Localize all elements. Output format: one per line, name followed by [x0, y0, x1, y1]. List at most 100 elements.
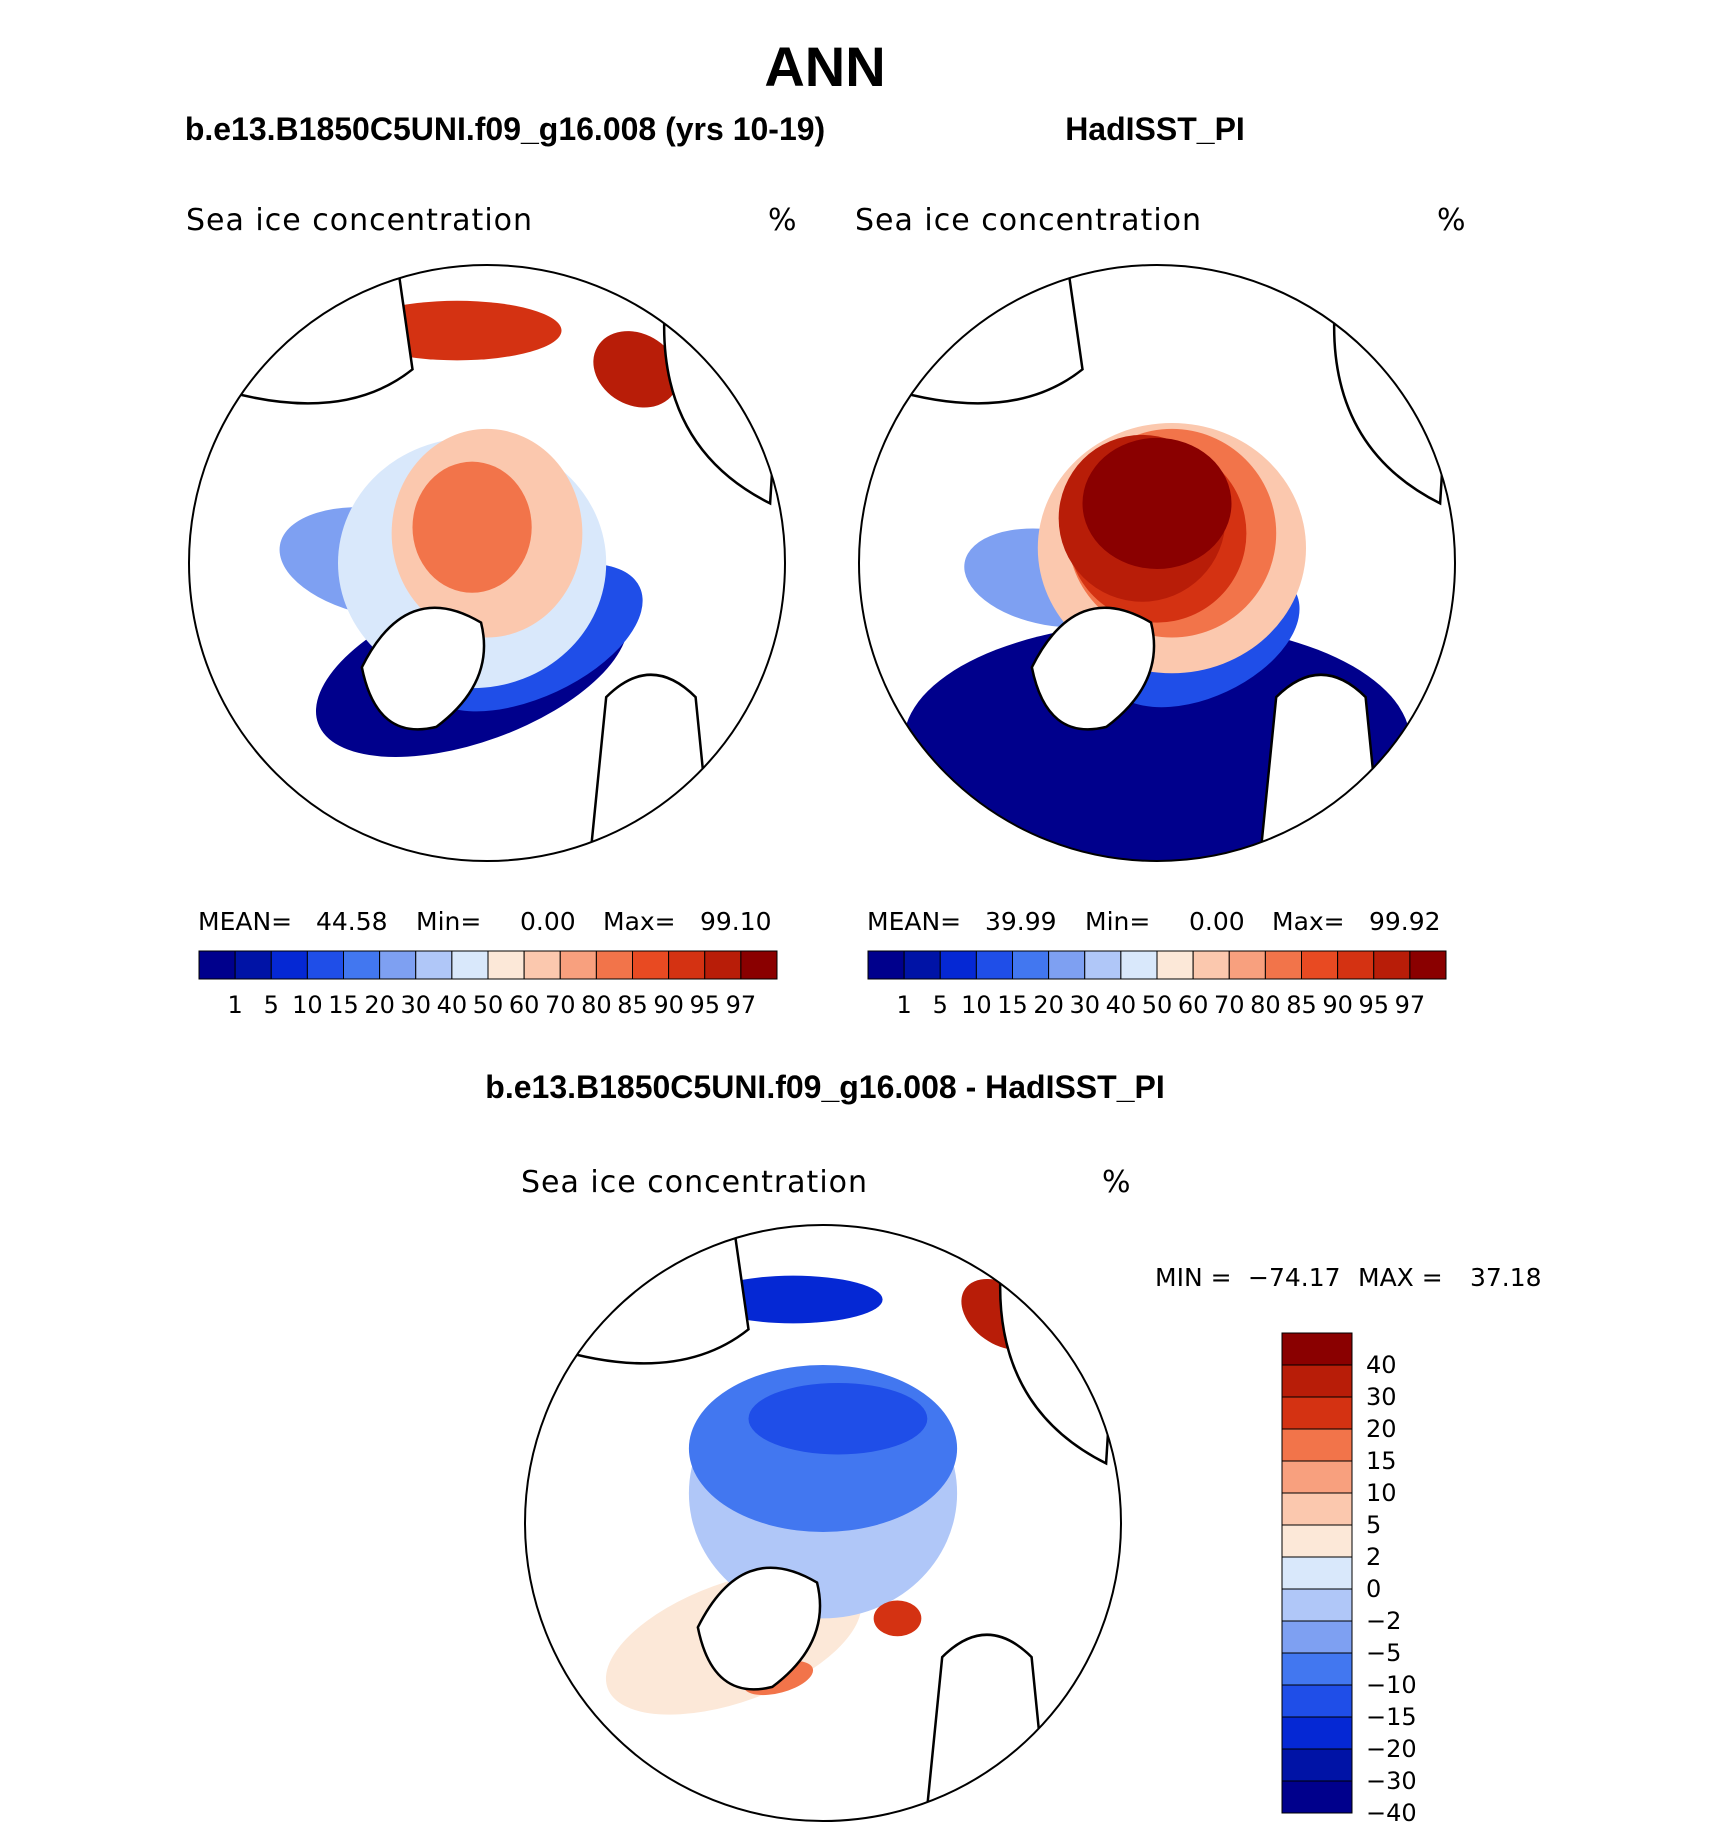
- colorbar-tick-label: 15: [1366, 1447, 1397, 1475]
- sea-ice-region: [1082, 437, 1232, 569]
- panel-model-max-label: Max=: [603, 907, 676, 936]
- panel-obs-max-value: 99.92: [1369, 907, 1441, 936]
- colorbar-swatch: [1281, 1748, 1353, 1782]
- colorbar-swatch: [668, 950, 706, 980]
- colorbar-tick-label: 80: [1250, 991, 1281, 1019]
- map-boundary: [188, 264, 786, 862]
- scandinavia-landmass: [925, 1633, 1048, 1808]
- colorbar-swatch: [1192, 950, 1230, 980]
- colorbar-swatch: [451, 950, 489, 980]
- colorbar-tick-label: 10: [292, 991, 323, 1019]
- colorbar-tick-label: −10: [1366, 1671, 1417, 1699]
- panel-diff-map: [524, 1224, 1122, 1822]
- sea-ice-region: [412, 461, 532, 593]
- panel-obs-stats: MEAN= 39.99 Min= 0.00 Max= 99.92: [867, 907, 1441, 936]
- panel-obs-mean-label: MEAN=: [867, 907, 961, 936]
- colorbar-swatch: [1281, 1460, 1353, 1494]
- colorbar-tick-label: 85: [617, 991, 648, 1019]
- panel-diff-units: %: [1102, 1165, 1132, 1200]
- colorbar-tick-label: 70: [545, 991, 576, 1019]
- colorbar-tick-label: −2: [1366, 1607, 1401, 1635]
- colorbar-swatch: [343, 950, 381, 980]
- colorbar-tick-label: 80: [581, 991, 612, 1019]
- greenland-landmass: [696, 1566, 822, 1691]
- colorbar-tick-label: 15: [997, 991, 1028, 1019]
- panel-diff-variable: Sea ice concentration: [521, 1165, 868, 1200]
- panel-model-stats: MEAN= 44.58 Min= 0.00 Max= 99.10: [198, 907, 772, 936]
- colorbar-swatch: [198, 950, 236, 980]
- colorbar-tick-label: 60: [509, 991, 540, 1019]
- figure-title: ANN: [764, 35, 885, 98]
- colorbar-tick-label: 20: [1033, 991, 1064, 1019]
- colorbar-tick-label: 70: [1214, 991, 1245, 1019]
- panel-model-max-value: 99.10: [700, 907, 772, 936]
- colorbar-tick-label: 60: [1178, 991, 1209, 1019]
- panel-obs-title: HadISST_PI: [1065, 111, 1245, 147]
- colorbar-swatch: [903, 950, 941, 980]
- colorbar-swatch: [1120, 950, 1158, 980]
- colorbar-swatch: [1281, 1588, 1353, 1622]
- panel-obs-max-label: Max=: [1272, 907, 1345, 936]
- panel-diff-title: b.e13.B1850C5UNI.f09_g16.008 - HadISST_P…: [485, 1069, 1164, 1105]
- colorbar-tick-label: 1: [896, 991, 911, 1019]
- colorbar-swatch: [740, 950, 778, 980]
- colorbar-swatch: [1281, 1524, 1353, 1558]
- colorbar-tick-label: −30: [1366, 1767, 1417, 1795]
- panel-obs-variable: Sea ice concentration: [855, 203, 1202, 238]
- colorbar-swatch: [559, 950, 597, 980]
- panel-model: b.e13.B1850C5UNI.f09_g16.008 (yrs 10-19)…: [185, 111, 825, 1019]
- panel-model-colorbar: 1 5 10 15 20 30 40 50 60 70 80 85 90 95 97: [198, 950, 778, 1019]
- colorbar-tick-label: 40: [1366, 1351, 1397, 1379]
- colorbar-tick-label: 5: [264, 991, 279, 1019]
- colorbar-swatch: [1337, 950, 1375, 980]
- colorbar-tick-label: 97: [726, 991, 757, 1019]
- panel-diff: b.e13.B1850C5UNI.f09_g16.008 - HadISST_P…: [485, 1069, 1541, 1827]
- colorbar-swatch: [1281, 1428, 1353, 1462]
- colorbar-swatch: [306, 950, 344, 980]
- colorbar-swatch: [379, 950, 417, 980]
- colorbar-tick-label: 2: [1366, 1543, 1381, 1571]
- panel-model-mean-label: MEAN=: [198, 907, 292, 936]
- scandinavia-landmass: [1259, 673, 1382, 848]
- panel-obs-map: [858, 264, 1456, 862]
- panel-diff-min-value: −74.17: [1248, 1263, 1341, 1292]
- colorbar-swatch: [1281, 1652, 1353, 1686]
- panel-model-variable: Sea ice concentration: [186, 203, 533, 238]
- colorbar-tick-label: 95: [689, 991, 720, 1019]
- colorbar-tick-label: 40: [1106, 991, 1137, 1019]
- colorbar-tick-label: 90: [653, 991, 684, 1019]
- colorbar-swatch: [704, 950, 742, 980]
- panel-obs-colorbar: 1 5 10 15 20 30 40 50 60 70 80 85 90 95 97: [867, 950, 1447, 1019]
- colorbar-swatch: [1281, 1620, 1353, 1654]
- colorbar-tick-label: 20: [1366, 1415, 1397, 1443]
- sea-ice-region: [703, 1275, 883, 1324]
- colorbar-tick-label: 50: [1142, 991, 1173, 1019]
- colorbar-tick-label: 95: [1358, 991, 1389, 1019]
- sea-ice-region: [873, 1600, 922, 1637]
- colorbar-tick-label: 30: [400, 991, 431, 1019]
- sea-ice-region: [748, 1382, 928, 1455]
- colorbar-swatch: [1281, 1684, 1353, 1718]
- colorbar-tick-label: −20: [1366, 1735, 1417, 1763]
- panel-model-mean-value: 44.58: [316, 907, 388, 936]
- colorbar-swatch: [270, 950, 308, 980]
- colorbar-tick-label: 40: [437, 991, 468, 1019]
- colorbar-tick-label: 50: [473, 991, 504, 1019]
- panel-diff-min-label: MIN =: [1155, 1263, 1232, 1292]
- colorbar-swatch: [415, 950, 453, 980]
- colorbar-tick-label: 30: [1069, 991, 1100, 1019]
- panel-diff-max-value: 37.18: [1470, 1263, 1542, 1292]
- colorbar-swatch: [1012, 950, 1050, 980]
- panel-obs-mean-value: 39.99: [985, 907, 1057, 936]
- map-boundary: [858, 264, 1456, 862]
- colorbar-swatch: [1281, 1716, 1353, 1750]
- panel-obs-units: %: [1437, 203, 1467, 238]
- colorbar-tick-label: −5: [1366, 1639, 1401, 1667]
- colorbar-tick-label: 0: [1366, 1575, 1381, 1603]
- panel-model-min-label: Min=: [416, 907, 481, 936]
- colorbar-swatch: [1281, 1780, 1353, 1814]
- colorbar-tick-label: 10: [961, 991, 992, 1019]
- colorbar-tick-label: −40: [1366, 1799, 1417, 1827]
